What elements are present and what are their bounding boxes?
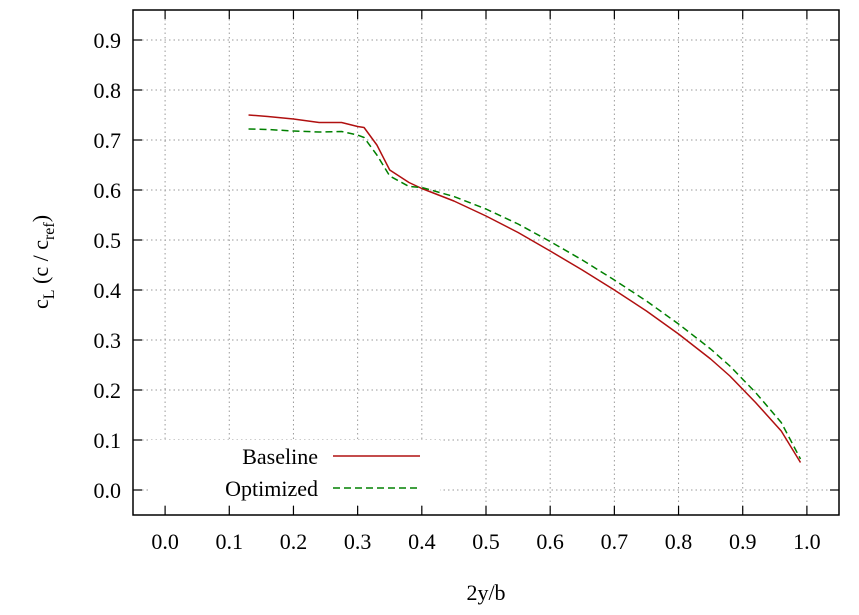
y-axis-label: cL (c / cref) (28, 215, 58, 309)
series-line-baseline (248, 114, 802, 463)
axis-ticks (133, 10, 839, 515)
y-axis-label-main: c (28, 299, 53, 309)
tick-label-x-0-0: 0.0 (151, 529, 179, 554)
legend: Baseline Optimized (150, 440, 440, 502)
tick-label-y-0-8: 0.8 (94, 78, 122, 103)
tick-label-x-0-8: 0.8 (665, 529, 693, 554)
tick-label-y-0-4: 0.4 (94, 278, 122, 303)
tick-label-x-0-3: 0.3 (344, 529, 372, 554)
tick-label-x-0-2: 0.2 (280, 529, 308, 554)
tick-label-x-0-9: 0.9 (729, 529, 757, 554)
tick-label-x-0-4: 0.4 (408, 529, 436, 554)
tick-label-y-0-6: 0.6 (94, 178, 122, 203)
x-axis-label: 2y/b (466, 580, 505, 605)
plot-frame (132, 9, 840, 516)
y-axis-label-end: ) (28, 215, 53, 222)
y-axis-label-mid: (c / c (28, 240, 53, 290)
tick-label-y-0-3: 0.3 (94, 328, 122, 353)
tick-label-y-0-5: 0.5 (94, 228, 122, 253)
series-line-optimized (248, 128, 802, 460)
tick-label-x-1-0: 1.0 (793, 529, 821, 554)
y-axis-label-sub1: L (41, 290, 58, 300)
y-axis-label-sub2: ref (41, 222, 58, 240)
tick-label-x-0-7: 0.7 (601, 529, 629, 554)
tick-label-y-0-1: 0.1 (94, 428, 122, 453)
legend-background (150, 440, 440, 502)
grid (133, 10, 839, 515)
tick-label-y-0-9: 0.9 (94, 28, 122, 53)
series-layer (248, 114, 802, 463)
tick-labels: 0.0 0.1 0.2 0.3 0.4 0.5 0.6 0.7 0.8 0.9 1.0 0.0 0.1 0… (94, 28, 821, 554)
tick-label-y-0-0: 0.0 (94, 478, 122, 503)
tick-label-x-0-6: 0.6 (536, 529, 564, 554)
legend-label-baseline: Baseline (242, 444, 318, 469)
tick-label-y-0-2: 0.2 (94, 378, 122, 403)
tick-label-y-0-7: 0.7 (94, 128, 122, 153)
tick-label-x-0-5: 0.5 (472, 529, 500, 554)
legend-label-optimized: Optimized (225, 476, 318, 501)
tick-label-x-0-1: 0.1 (216, 529, 244, 554)
